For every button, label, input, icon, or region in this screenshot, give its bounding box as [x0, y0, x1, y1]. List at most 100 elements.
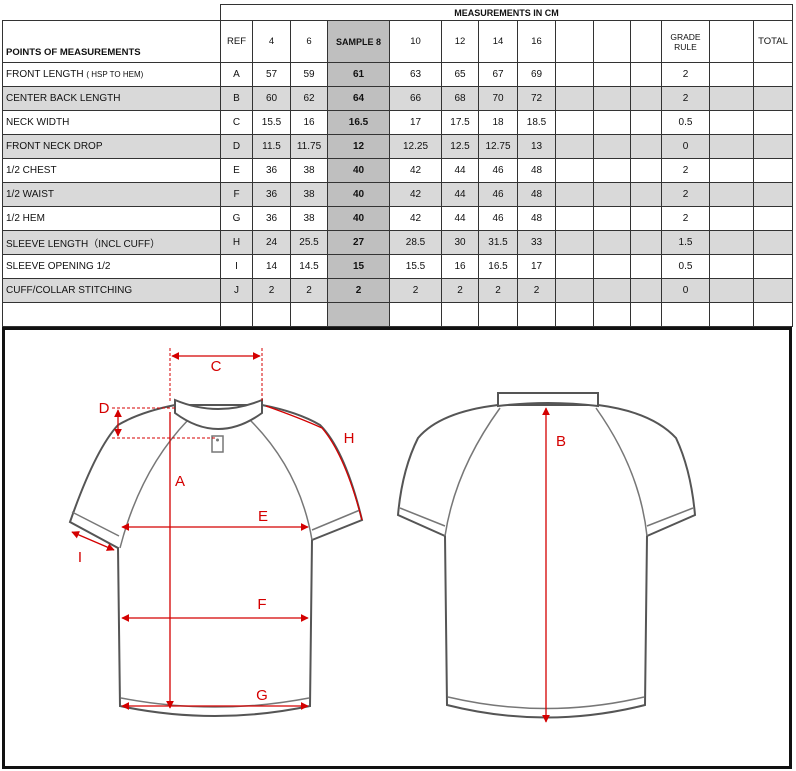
measure-lines: [71, 348, 550, 723]
blank-cell: [327, 302, 390, 327]
data-row: FRONT LENGTH ( HSP TO HEM) A 57 59 61 63 65 67 6…: [2, 62, 794, 87]
blank-cell: [555, 230, 594, 255]
point-cell: FRONT LENGTH ( HSP TO HEM): [2, 62, 221, 87]
blank-cell: [593, 302, 631, 327]
blank-cell: [593, 230, 631, 255]
size-header: 16: [517, 20, 556, 63]
blank-cell: [220, 302, 253, 327]
value-cell: 44: [441, 182, 479, 207]
value-cell: 40: [327, 158, 390, 183]
blank-cell: [555, 86, 594, 111]
measure-label: C: [211, 358, 222, 375]
blank-cell: [555, 206, 594, 231]
value-cell: 12.5: [441, 134, 479, 159]
table-body: MEASUREMENTS IN CM POINTS OF MEASUREMENTS…: [2, 4, 794, 327]
point-name: FRONT LENGTH: [6, 69, 84, 80]
value-cell: 11.5: [252, 134, 291, 159]
diagram-frame: [2, 327, 792, 769]
blank-cell: [555, 182, 594, 207]
value-cell: 46: [478, 206, 518, 231]
blank-cell: [555, 278, 594, 303]
point-cell: SLEEVE LENGTH（INCL CUFF）: [2, 230, 221, 255]
point-note: ( HSP TO HEM): [86, 70, 144, 79]
empty-row: [2, 302, 794, 327]
value-cell: 25.5: [290, 230, 328, 255]
value-cell: 12: [327, 134, 390, 159]
blank-cell: [752, 302, 794, 327]
grade-cell: 1.5: [661, 230, 710, 255]
data-row: CUFF/COLLAR STITCHING J 2 2 2 2 2 2 2 0: [2, 278, 794, 303]
point-name: 1/2 HEM: [6, 213, 45, 224]
blank-cell: [555, 158, 594, 183]
blank-cell: [630, 134, 662, 159]
blank-cell: [709, 134, 754, 159]
measure-label: I: [78, 549, 82, 566]
blank-cell: [630, 278, 662, 303]
ref-cell: C: [220, 110, 253, 135]
point-cell: CENTER BACK LENGTH: [2, 86, 221, 111]
blank-cell: [2, 302, 221, 327]
blank-cell: [752, 158, 794, 183]
data-row: SLEEVE LENGTH（INCL CUFF） H 24 25.5 27 28.5 30 3…: [2, 230, 794, 255]
blank-cell: [709, 20, 754, 63]
value-cell: 69: [517, 62, 556, 87]
total-header: TOTAL: [752, 20, 794, 63]
value-cell: 17: [517, 254, 556, 279]
ref-cell: H: [220, 230, 253, 255]
value-cell: 24: [252, 230, 291, 255]
blank-cell: [290, 302, 328, 327]
ref-cell: A: [220, 62, 253, 87]
value-cell: 62: [290, 86, 328, 111]
value-cell: 14: [252, 254, 291, 279]
blank-cell: [630, 62, 662, 87]
point-name: 1/2 WAIST: [6, 189, 54, 200]
value-cell: 11.75: [290, 134, 328, 159]
value-cell: 27: [327, 230, 390, 255]
header-row: POINTS OF MEASUREMENTS REF 4 6 SAMPLE 8 10 12 1…: [2, 20, 794, 63]
data-row: 1/2 CHEST E 36 38 40 42 44 46 48 2: [2, 158, 794, 183]
blank-cell: [252, 302, 291, 327]
blank-cell: [630, 110, 662, 135]
value-cell: 2: [389, 278, 442, 303]
blank-cell: [593, 278, 631, 303]
value-cell: 18.5: [517, 110, 556, 135]
value-cell: 36: [252, 182, 291, 207]
measure-label: D: [99, 400, 110, 417]
blank-cell: [752, 182, 794, 207]
blank-cell: [709, 182, 754, 207]
value-cell: 46: [478, 158, 518, 183]
value-cell: 16.5: [327, 110, 390, 135]
grade-cell: 2: [661, 182, 710, 207]
value-cell: 66: [389, 86, 442, 111]
blank-cell: [630, 20, 662, 63]
blank-cell: [555, 20, 594, 63]
blank-cell: [555, 110, 594, 135]
measure-labels: C D H A E I F G B: [78, 358, 566, 704]
value-cell: 15: [327, 254, 390, 279]
size-header: 12: [441, 20, 479, 63]
value-cell: 16: [290, 110, 328, 135]
blank-cell: [752, 110, 794, 135]
blank-cell: [752, 278, 794, 303]
measure-label: E: [258, 508, 268, 525]
value-cell: 60: [252, 86, 291, 111]
blank-cell: [709, 158, 754, 183]
grade-header: GRADE RULE: [661, 20, 710, 63]
ref-cell: E: [220, 158, 253, 183]
blank-cell: [593, 134, 631, 159]
point-name: CENTER BACK LENGTH: [6, 93, 121, 104]
blank-cell: [630, 302, 662, 327]
grade-cell: 2: [661, 158, 710, 183]
point-name: SLEEVE OPENING 1/2: [6, 261, 111, 272]
blank-cell: [752, 206, 794, 231]
point-name: FRONT NECK DROP: [6, 141, 103, 152]
data-row: CENTER BACK LENGTH B 60 62 64 66 68 70 72 2: [2, 86, 794, 111]
data-row: SLEEVE OPENING 1/2 I 14 14.5 15 15.5 16 16.5 17 0…: [2, 254, 794, 279]
blank-cell: [661, 302, 710, 327]
value-cell: 30: [441, 230, 479, 255]
value-cell: 48: [517, 158, 556, 183]
front-shirt: [68, 398, 364, 717]
point-name: NECK WIDTH: [6, 117, 70, 128]
